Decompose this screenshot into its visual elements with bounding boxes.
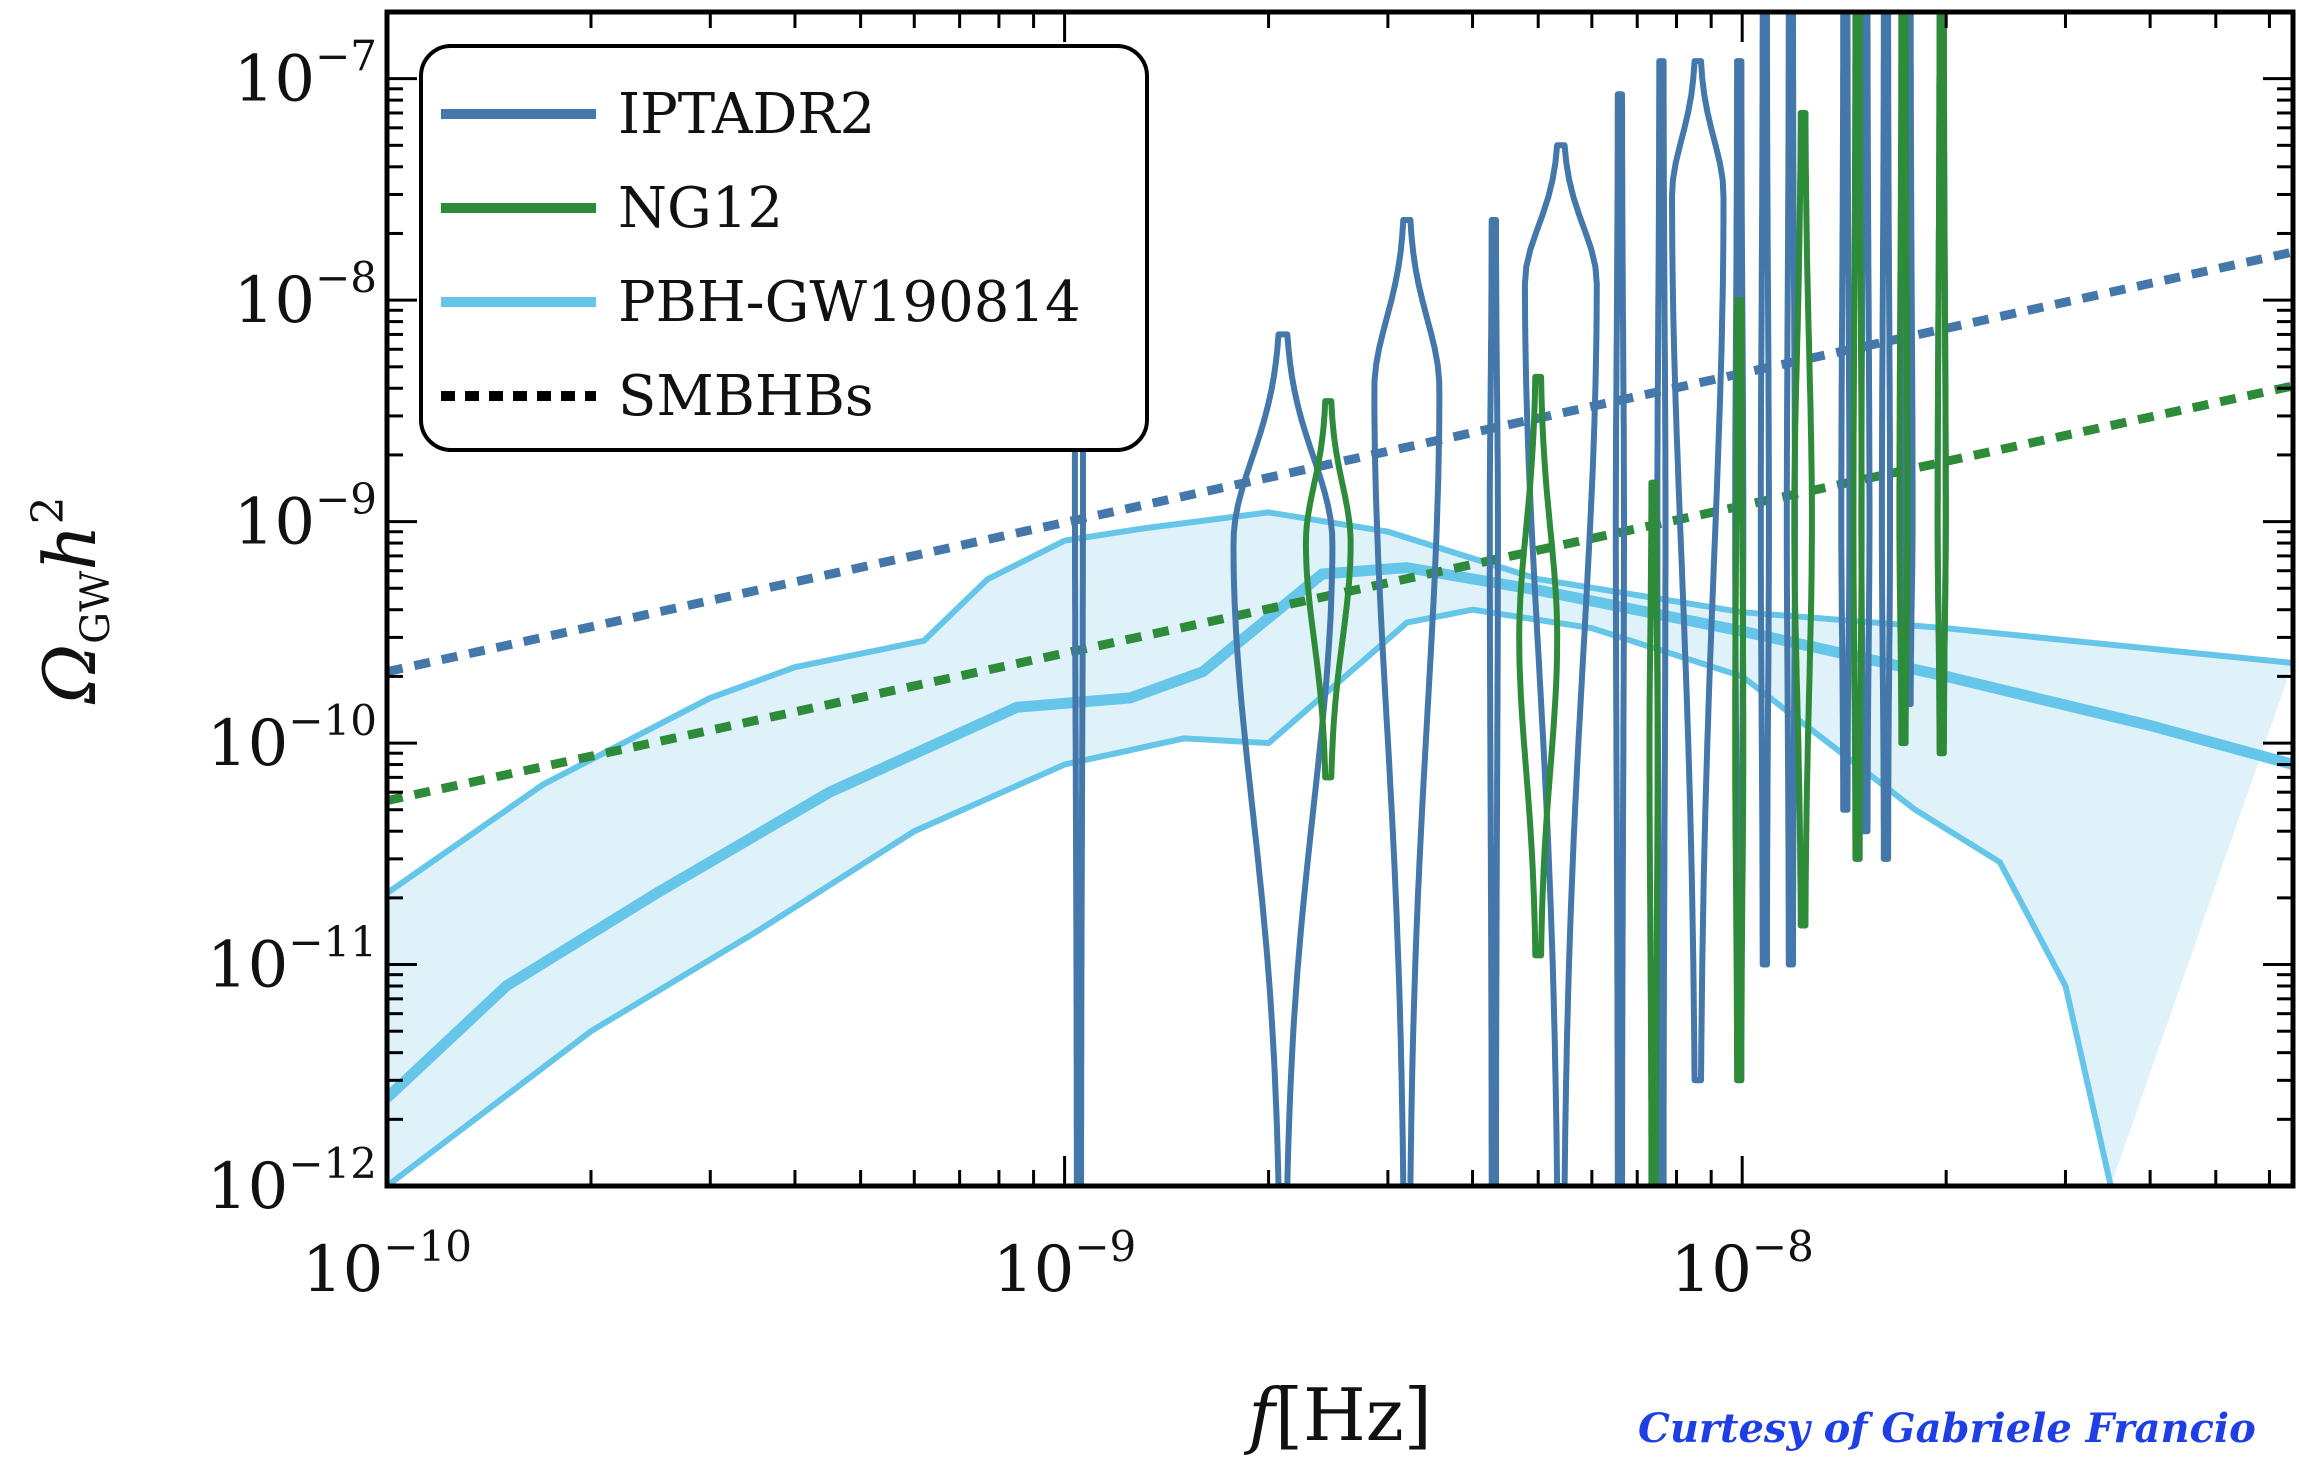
y-tick-label-5: 10−7	[234, 32, 377, 117]
ng12-violin-2	[1646, 479, 1661, 1186]
y-tick-label-1: 10−11	[207, 918, 377, 1003]
ng12-violin-7	[1934, 12, 1949, 757]
y-axis-label-tail: h	[28, 524, 112, 570]
legend-label-ng12: NG12	[618, 176, 783, 241]
iptadr2-violin-4	[1521, 142, 1600, 1186]
y-tick-label-0: 10−12	[207, 1139, 377, 1224]
pbh-band-fill	[387, 512, 2293, 1186]
smbhb-powerlaw-line-1	[387, 247, 2293, 677]
iptadr2-violin-5	[1612, 91, 1627, 1186]
x-axis-label: f[Hz]	[1243, 1373, 1432, 1457]
y-axis-label-base: Ω	[28, 644, 112, 705]
y-axis-label-sup: 2	[23, 496, 74, 524]
axis-tick-labels: 10−10 10−9 10−8 10−12 10−11 10−10 10−9 10−8 10−7	[207, 32, 1814, 1307]
axis-ticks	[385, 10, 2293, 1188]
legend-label-smbhbs: SMBHBs	[618, 364, 874, 429]
legend-box	[419, 44, 1149, 452]
x-tick-label-1: 10−9	[993, 1222, 1136, 1307]
iptadr2-violin-11	[1838, 12, 1853, 813]
legend-label-iptadr2: IPTADR2	[618, 82, 875, 147]
y-tick-label-4: 10−8	[234, 253, 377, 338]
y-tick-label-2: 10−10	[207, 696, 377, 781]
pbh-band-upper-line	[387, 509, 2293, 896]
x-tick-label-0: 10−10	[302, 1222, 472, 1307]
pbh-band-layer	[387, 509, 2293, 1186]
y-axis-label-sub: GW	[73, 571, 119, 644]
iptadr2-violin-13	[1878, 12, 1893, 862]
smbhb-lines-layer	[387, 247, 2293, 805]
y-tick-label-3: 10−9	[234, 475, 377, 560]
x-axis-label-unit: [Hz]	[1275, 1373, 1432, 1457]
pta-violins-layer	[1071, 12, 1949, 1186]
y-axis-label: ΩGWh2	[23, 496, 119, 704]
x-tick-label-2: 10−8	[1670, 1222, 1813, 1307]
plot-area	[387, 12, 2293, 1186]
iptadr2-violin-7	[1669, 58, 1727, 1084]
ng12-violin-1	[1516, 373, 1561, 959]
iptadr2-violin-9	[1757, 12, 1772, 968]
ng12-violin-4	[1791, 110, 1815, 929]
pbh-band-lower-line	[387, 606, 2114, 1186]
iptadr2-violin-0	[1071, 385, 1086, 1186]
iptadr2-violin-3	[1486, 217, 1501, 1186]
iptadr2-violin-2	[1371, 217, 1443, 1186]
ng12-violin-0	[1302, 398, 1354, 781]
ng12-violin-6	[1896, 12, 1911, 747]
credit-text: Curtesy of Gabriele Francio	[1638, 1405, 2256, 1452]
legend: IPTADR2 NG12 PBH-GW190814 SMBHBs	[419, 44, 1149, 452]
ng12-violin-3	[1732, 297, 1747, 1084]
legend-label-pbh: PBH-GW190814	[618, 270, 1081, 335]
smbhb-powerlaw-line-2	[387, 381, 2293, 805]
iptadr2-violin-1	[1230, 331, 1336, 1186]
plot-frame	[384, 9, 2296, 1189]
ng12-violin-5	[1850, 12, 1865, 862]
